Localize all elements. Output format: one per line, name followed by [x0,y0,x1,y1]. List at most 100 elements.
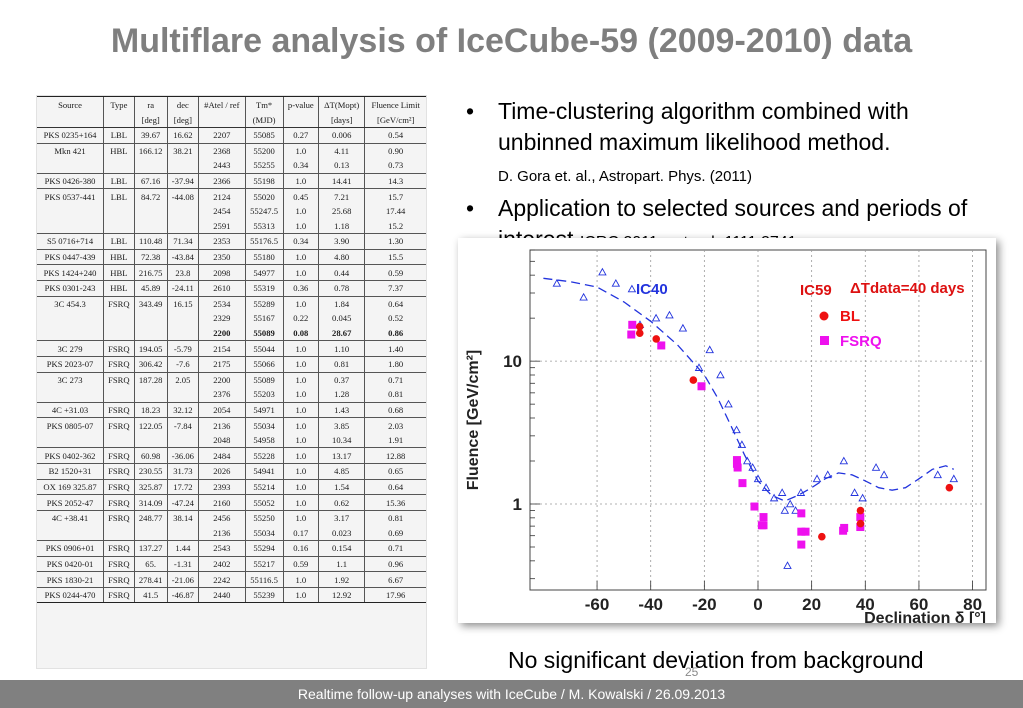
table-cell: 2443 [198,158,246,174]
table-cell: FSRQ [103,494,135,511]
table-header-unit-cell [282,112,319,128]
table-cell: 7.37 [364,279,426,297]
table-cell: 14.41 [318,172,365,189]
ic40-point [823,470,833,479]
table-cell: 4.80 [318,248,365,265]
table-cell: 28.67 [318,325,365,341]
table-cell: FSRQ [103,586,135,604]
table-cell: FSRQ [103,447,135,464]
table-row: PKS 2023-07 FSRQ 306.42 -7.6 2175 55066 1.0 0.8… [37,355,426,372]
table-cell: 0.006 [318,127,365,144]
table-cell: 10.34 [318,432,365,448]
table-cell: 60.98 [133,447,168,464]
table-row: PKS 0906+01 FSRQ 137.27 1.44 2543 55294 0.16 0.… [37,540,426,557]
table-cell: 12.88 [364,447,426,464]
fluence-plot-panel: -60 -40 -20 0 20 40 60 80 10 1 Declination δ [°] Fl… [458,238,996,627]
table-cell: 1.0 [282,295,319,312]
ic40-point [839,456,849,465]
x-tick-label: 40 [856,595,875,614]
table-cell: 3.17 [318,509,365,526]
table-cell: 1.84 [318,295,365,312]
bl-point [652,335,661,343]
table-header-unit-cell [198,112,246,128]
ic40-point [949,474,959,483]
table-cell: 1.10 [318,340,365,357]
table-cell: -21.06 [166,571,199,588]
table-cell: 55020 [244,188,284,204]
table-cell: PKS 0906+01 [37,540,104,557]
table-header-cell: Type [103,96,135,112]
ic40-point [716,370,725,379]
bl-legend-marker [819,311,829,321]
table-cell: 2393 [198,478,246,495]
table-cell: FSRQ [103,340,135,357]
table-cell: 55203 [244,387,284,403]
table-cell: 55176.5 [244,233,284,250]
table-cell: 3.85 [318,417,365,433]
table-cell: 1.28 [318,387,365,403]
table-header-unit-cell: [deg] [166,112,199,128]
table-header-row: Source Type ra dec #Atel / ref Tm* p-value ΔT(M… [37,96,426,112]
table-cell: 55044 [244,340,284,357]
table-cell: 3C 273 [37,371,104,388]
table-cell: -43.84 [166,248,199,265]
table-cell: 55214 [244,478,284,495]
table-row: PKS 0402-362 FSRQ 60.98 -36.06 2484 55228 1.0 1… [37,447,426,464]
table-row: PKS 0426-380 LBL 67.16 -37.94 2366 55198 1.0 14… [37,172,426,189]
table-cell: PKS 0244-470 [37,586,104,604]
fsrq-legend-label: FSRQ [840,333,882,350]
table-cell: 84.72 [133,188,168,204]
table-cell: 1.0 [282,203,319,219]
table-cell: 1.0 [282,417,319,433]
table-cell: 15.2 [364,218,426,234]
fsrq-point [797,509,806,518]
table-cell: 0.45 [282,188,319,204]
table-cell: 55052 [244,494,284,511]
table-cell [37,219,104,234]
table-cell: 2200 [198,325,246,341]
table-cell: FSRQ [103,540,135,557]
table-cell: 54958 [244,432,284,448]
table-cell [133,432,168,448]
bl-point [856,519,865,528]
table-cell: FSRQ [103,401,135,418]
table-cell: 2456 [198,509,246,526]
table-cell: 1.0 [282,463,319,480]
table-cell: 32.12 [166,401,199,418]
table-cell: 122.05 [133,417,168,433]
table-cell: 1.0 [282,478,319,495]
table-row: 2443 55255 0.34 0.13 0.73 [37,158,426,174]
table-cell: LBL [103,172,135,189]
table-header-cell: ΔT(Mopt) [318,96,365,112]
table-cell: 1.44 [166,540,199,557]
table-cell: 15.5 [364,248,426,265]
table-cell: PKS 2023-07 [37,355,104,372]
table-row: 4C +38.41 FSRQ 248.77 38.14 2456 55250 1.0 3.17… [37,509,426,526]
table-row: 2136 55034 0.17 0.023 0.69 [37,525,426,541]
table-cell: 39.67 [133,127,168,144]
table-cell: 0.64 [364,295,426,312]
table-cell: 1.0 [282,401,319,418]
table-cell: HBL [103,248,135,265]
table-cell: 1.0 [282,387,319,403]
table-row: 2329 55167 0.22 0.045 0.52 [37,311,426,326]
table-cell: 38.21 [166,142,199,159]
table-row: 3C 279 FSRQ 194.05 -5.79 2154 55044 1.0 1.10 1.4… [37,340,426,357]
ic40-point [871,463,881,471]
ic40-point [783,561,792,569]
x-tick-label: 60 [909,595,928,614]
table-cell: 15.36 [364,494,426,511]
table-cell: 0.78 [318,279,365,297]
plot-caption: No significant deviation from background [508,647,924,673]
table-cell [103,158,135,174]
table-cell: OX 169 325.87 [37,478,104,495]
table-cell: 0.90 [364,142,426,159]
ic40-point [812,474,822,483]
table-cell: 41.5 [133,586,168,604]
table-cell: 55180 [244,248,284,265]
table-row: 2200 55089 0.08 28.67 0.86 [37,325,426,341]
table-cell [166,311,199,326]
x-tick-label: 20 [802,595,821,614]
ic40-point [769,493,779,502]
table-cell [37,433,104,448]
